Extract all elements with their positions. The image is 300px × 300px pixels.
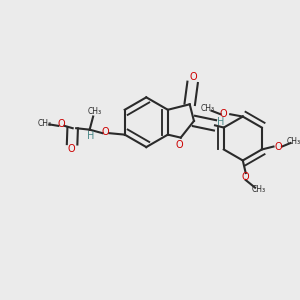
Text: CH₃: CH₃ [38, 119, 52, 128]
Text: H: H [87, 131, 95, 141]
Text: H: H [217, 117, 224, 127]
Text: O: O [242, 172, 250, 182]
Text: CH₃: CH₃ [201, 104, 215, 113]
Text: O: O [275, 142, 283, 152]
Text: CH₃: CH₃ [88, 107, 102, 116]
Text: O: O [58, 119, 65, 129]
Text: O: O [220, 109, 228, 119]
Text: O: O [68, 144, 75, 154]
Text: O: O [176, 140, 183, 150]
Text: O: O [190, 72, 197, 82]
Text: CH₃: CH₃ [287, 137, 300, 146]
Text: CH₃: CH₃ [251, 185, 266, 194]
Text: O: O [102, 127, 110, 137]
